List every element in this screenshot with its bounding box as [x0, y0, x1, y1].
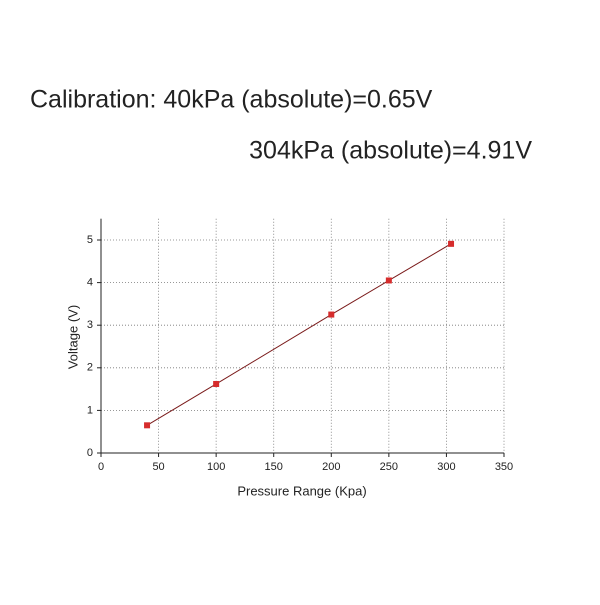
x-tick-label: 100 — [207, 461, 225, 473]
x-axis-title: Pressure Range (Kpa) — [237, 483, 366, 498]
x-tick-label: 150 — [265, 461, 283, 473]
y-tick-label: 0 — [87, 447, 93, 459]
point — [448, 240, 455, 247]
x-tick-label: 350 — [495, 461, 513, 473]
y-tick-label: 4 — [87, 277, 93, 289]
y-tick-label: 3 — [87, 319, 93, 331]
trend-line — [146, 243, 452, 426]
y-tick-label: 1 — [87, 404, 93, 416]
y-axis-title: Voltage (V) — [65, 305, 80, 369]
point — [213, 380, 220, 387]
x-tick-label: 0 — [98, 461, 104, 473]
point — [328, 311, 335, 318]
x-tick-label: 50 — [152, 461, 164, 473]
x-tick-label: 250 — [380, 461, 398, 473]
point — [144, 422, 151, 429]
annotation: 304kPa (absolute)=4.91V — [249, 137, 532, 165]
annotation: Calibration: 40kPa (absolute)=0.65V — [30, 86, 433, 114]
point — [385, 277, 392, 284]
y-tick-label: 5 — [87, 234, 93, 246]
x-tick-label: 300 — [437, 461, 455, 473]
y-tick-label: 2 — [87, 362, 93, 374]
x-tick-label: 200 — [322, 461, 340, 473]
